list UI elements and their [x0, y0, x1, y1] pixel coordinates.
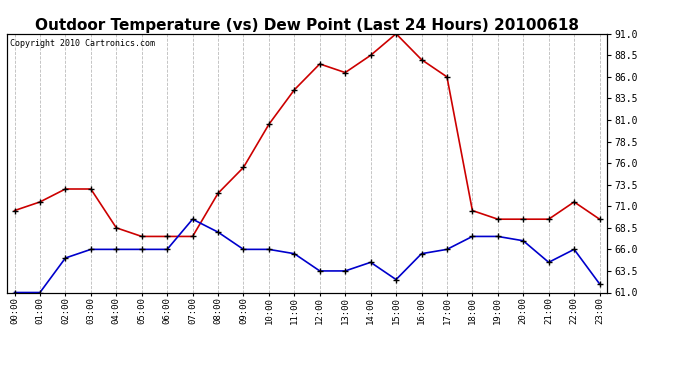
Title: Outdoor Temperature (vs) Dew Point (Last 24 Hours) 20100618: Outdoor Temperature (vs) Dew Point (Last…	[35, 18, 579, 33]
Text: Copyright 2010 Cartronics.com: Copyright 2010 Cartronics.com	[10, 39, 155, 48]
